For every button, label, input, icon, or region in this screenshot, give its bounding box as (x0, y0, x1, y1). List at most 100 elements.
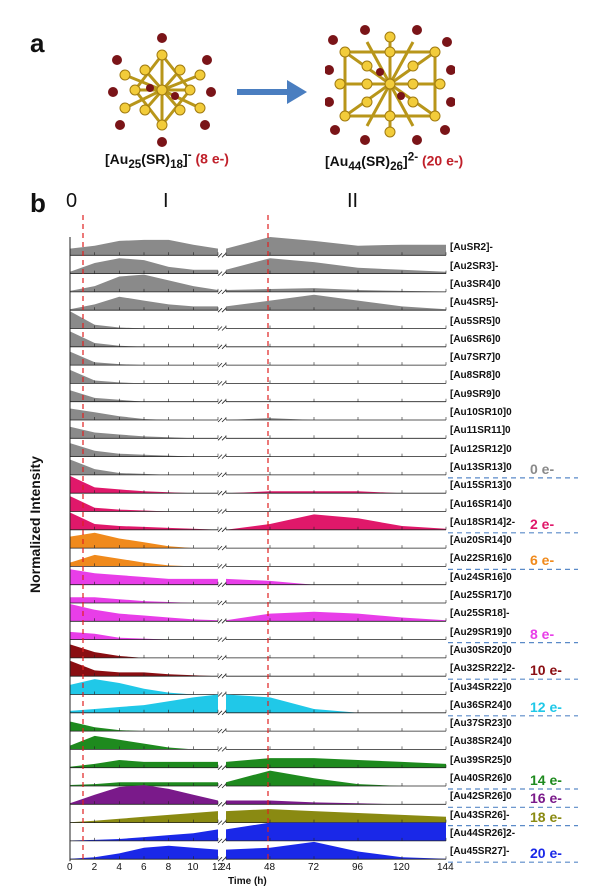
profile-area (70, 408, 218, 420)
profile-area (226, 758, 446, 768)
x-tick-label: 72 (308, 862, 320, 873)
axis-break-mark (221, 692, 227, 697)
profile-area (226, 294, 446, 311)
species-label: [Au4SR5]- (450, 297, 499, 309)
axis-break-mark (217, 856, 223, 862)
species-label: [Au30SR20]0 (450, 644, 512, 656)
axis-break-mark (221, 673, 227, 679)
profile-area (70, 569, 218, 585)
profile-area (70, 426, 218, 439)
profile-area (226, 578, 446, 585)
axis-break-mark (217, 728, 223, 734)
species-label: [Au11SR11]0 (450, 425, 511, 437)
axis-break-mark (217, 783, 223, 789)
axis-break-mark (217, 344, 223, 350)
axis-break-mark (217, 472, 223, 478)
axis-break-mark (221, 838, 227, 844)
profile-area (70, 351, 218, 366)
profile-area (70, 554, 218, 567)
axis-break-mark (221, 765, 227, 770)
profile-area (70, 760, 218, 768)
x-tick-label: 96 (352, 862, 364, 873)
electron-count-label: 2 e- (530, 515, 555, 532)
axis-break-mark (217, 692, 223, 697)
profile-area (226, 237, 446, 256)
electron-count-label: 18 e- (530, 808, 562, 825)
species-label: [Au38SR24]0 (450, 736, 512, 748)
axis-break-mark (221, 600, 227, 606)
axis-break-mark (217, 747, 223, 752)
axis-break-mark (217, 545, 223, 551)
species-label: [Au37SR23]0 (450, 718, 512, 730)
axis-break-mark (217, 289, 223, 295)
profile-area (70, 296, 218, 311)
x-tick-label: 0 (67, 862, 73, 873)
electron-count-label: 12 e- (530, 698, 562, 715)
profile-area (70, 274, 218, 292)
x-tick-label: 120 (393, 862, 410, 873)
axis-break-mark (217, 490, 223, 496)
profile-area (70, 811, 218, 823)
profile-area (70, 845, 218, 860)
axis-break-mark (217, 820, 223, 825)
species-label: [Au24SR16]0 (450, 571, 512, 583)
axis-break-mark (221, 417, 227, 423)
profile-area (70, 721, 218, 732)
profile-area (226, 809, 446, 823)
axis-break-mark (221, 856, 227, 862)
x-tick-label: 48 (264, 862, 276, 873)
x-tick-label: 24 (220, 862, 232, 873)
profile-area (70, 660, 218, 677)
axis-break-mark (221, 362, 227, 368)
profile-area (70, 532, 218, 549)
species-label: [Au36SR24]0 (450, 699, 512, 711)
axis-break-mark (221, 637, 227, 642)
profile-area (70, 604, 218, 622)
region-0-label: 0 (66, 190, 78, 212)
au44-caption: [Au44(SR)26]2- (20 e-) (325, 150, 464, 173)
x-tick-label: 12 (212, 862, 224, 873)
axis-break-mark (221, 802, 227, 807)
profile-area (70, 694, 218, 713)
profile-area (70, 496, 218, 512)
species-label: [Au32SR22]2- (450, 663, 516, 675)
species-label: [Au6SR6]0 (450, 333, 501, 345)
axis-break-mark (221, 289, 227, 295)
profile-area (70, 679, 218, 695)
profile-area (70, 239, 218, 256)
profile-area (70, 829, 218, 841)
species-label: [Au43SR26]- (450, 809, 510, 821)
profile-area (226, 611, 446, 622)
electron-count-label: 0 e- (530, 460, 555, 477)
axis-break-mark (221, 436, 227, 441)
species-label: [Au29SR19]0 (450, 626, 512, 638)
axis-break-mark (217, 362, 223, 368)
species-label: [Au18SR14]2- (450, 516, 516, 528)
profile-area (70, 443, 218, 457)
electron-count-label: 20 e- (530, 845, 562, 862)
axis-break-mark (221, 527, 227, 533)
species-label: [Au13SR13]0 (450, 461, 512, 473)
axis-break-mark (217, 710, 223, 716)
profile-area (226, 288, 446, 292)
axis-break-mark (217, 271, 223, 276)
axis-break-mark (221, 253, 227, 258)
panel-b-letter: b (30, 188, 46, 218)
axis-break-mark (217, 436, 223, 441)
axis-break-mark (217, 381, 223, 386)
axis-break-mark (217, 765, 223, 770)
axis-break-mark (217, 399, 223, 404)
electron-count-label: 16 e- (530, 790, 562, 807)
profile-area (226, 770, 446, 786)
profile-area (226, 258, 446, 274)
axis-break-mark (221, 326, 227, 331)
profile-area (226, 491, 446, 494)
profile-area (70, 785, 218, 805)
axis-break-mark (221, 582, 227, 587)
electron-count-label: 6 e- (530, 552, 555, 569)
axis-break-mark (217, 417, 223, 423)
electron-count-label: 14 e- (530, 772, 562, 788)
species-label: [Au20SR14]0 (450, 535, 512, 547)
x-tick-label: 144 (437, 862, 454, 873)
profile-area (70, 735, 218, 750)
